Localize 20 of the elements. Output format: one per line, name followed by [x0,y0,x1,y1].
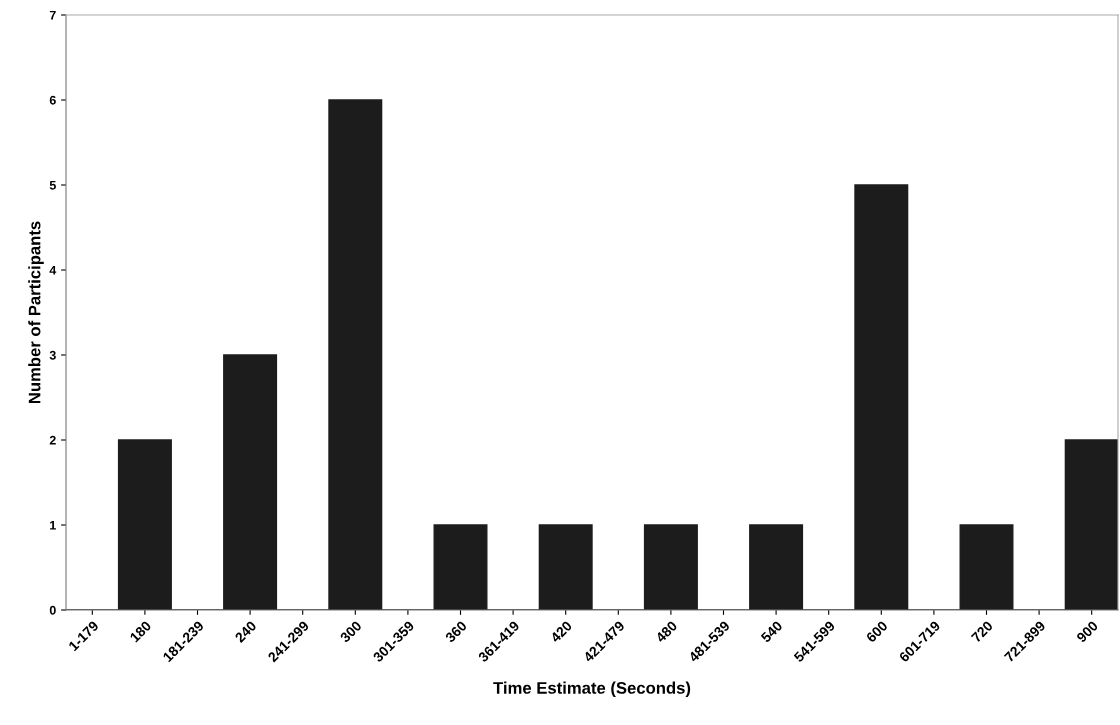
y-tick-label: 2 [49,435,56,445]
y-axis-title: Number of Participants [28,221,44,404]
x-tick-label: 900 [1075,620,1099,643]
x-tick-label: 480 [654,620,678,644]
x-tick-label: 360 [444,620,468,644]
x-tick-label: 420 [549,620,573,644]
y-tick-label: 5 [49,180,56,190]
y-tick-label: 3 [49,350,56,360]
y-tick-label: 7 [49,10,56,20]
x-tick-label: 600 [865,620,889,643]
y-tick-label: 6 [49,95,56,105]
y-tick-label: 4 [49,265,57,275]
x-axis-title: Time Estimate (Seconds) [493,681,691,698]
x-tick-label: 540 [760,620,783,644]
x-tick-label: 240 [234,620,257,643]
x-tick-label: 720 [970,620,994,643]
y-tick-label: 0 [49,605,56,615]
x-tick-label: 300 [339,620,363,644]
x-tick-label: 180 [129,620,152,643]
y-tick-label: 1 [50,520,56,530]
